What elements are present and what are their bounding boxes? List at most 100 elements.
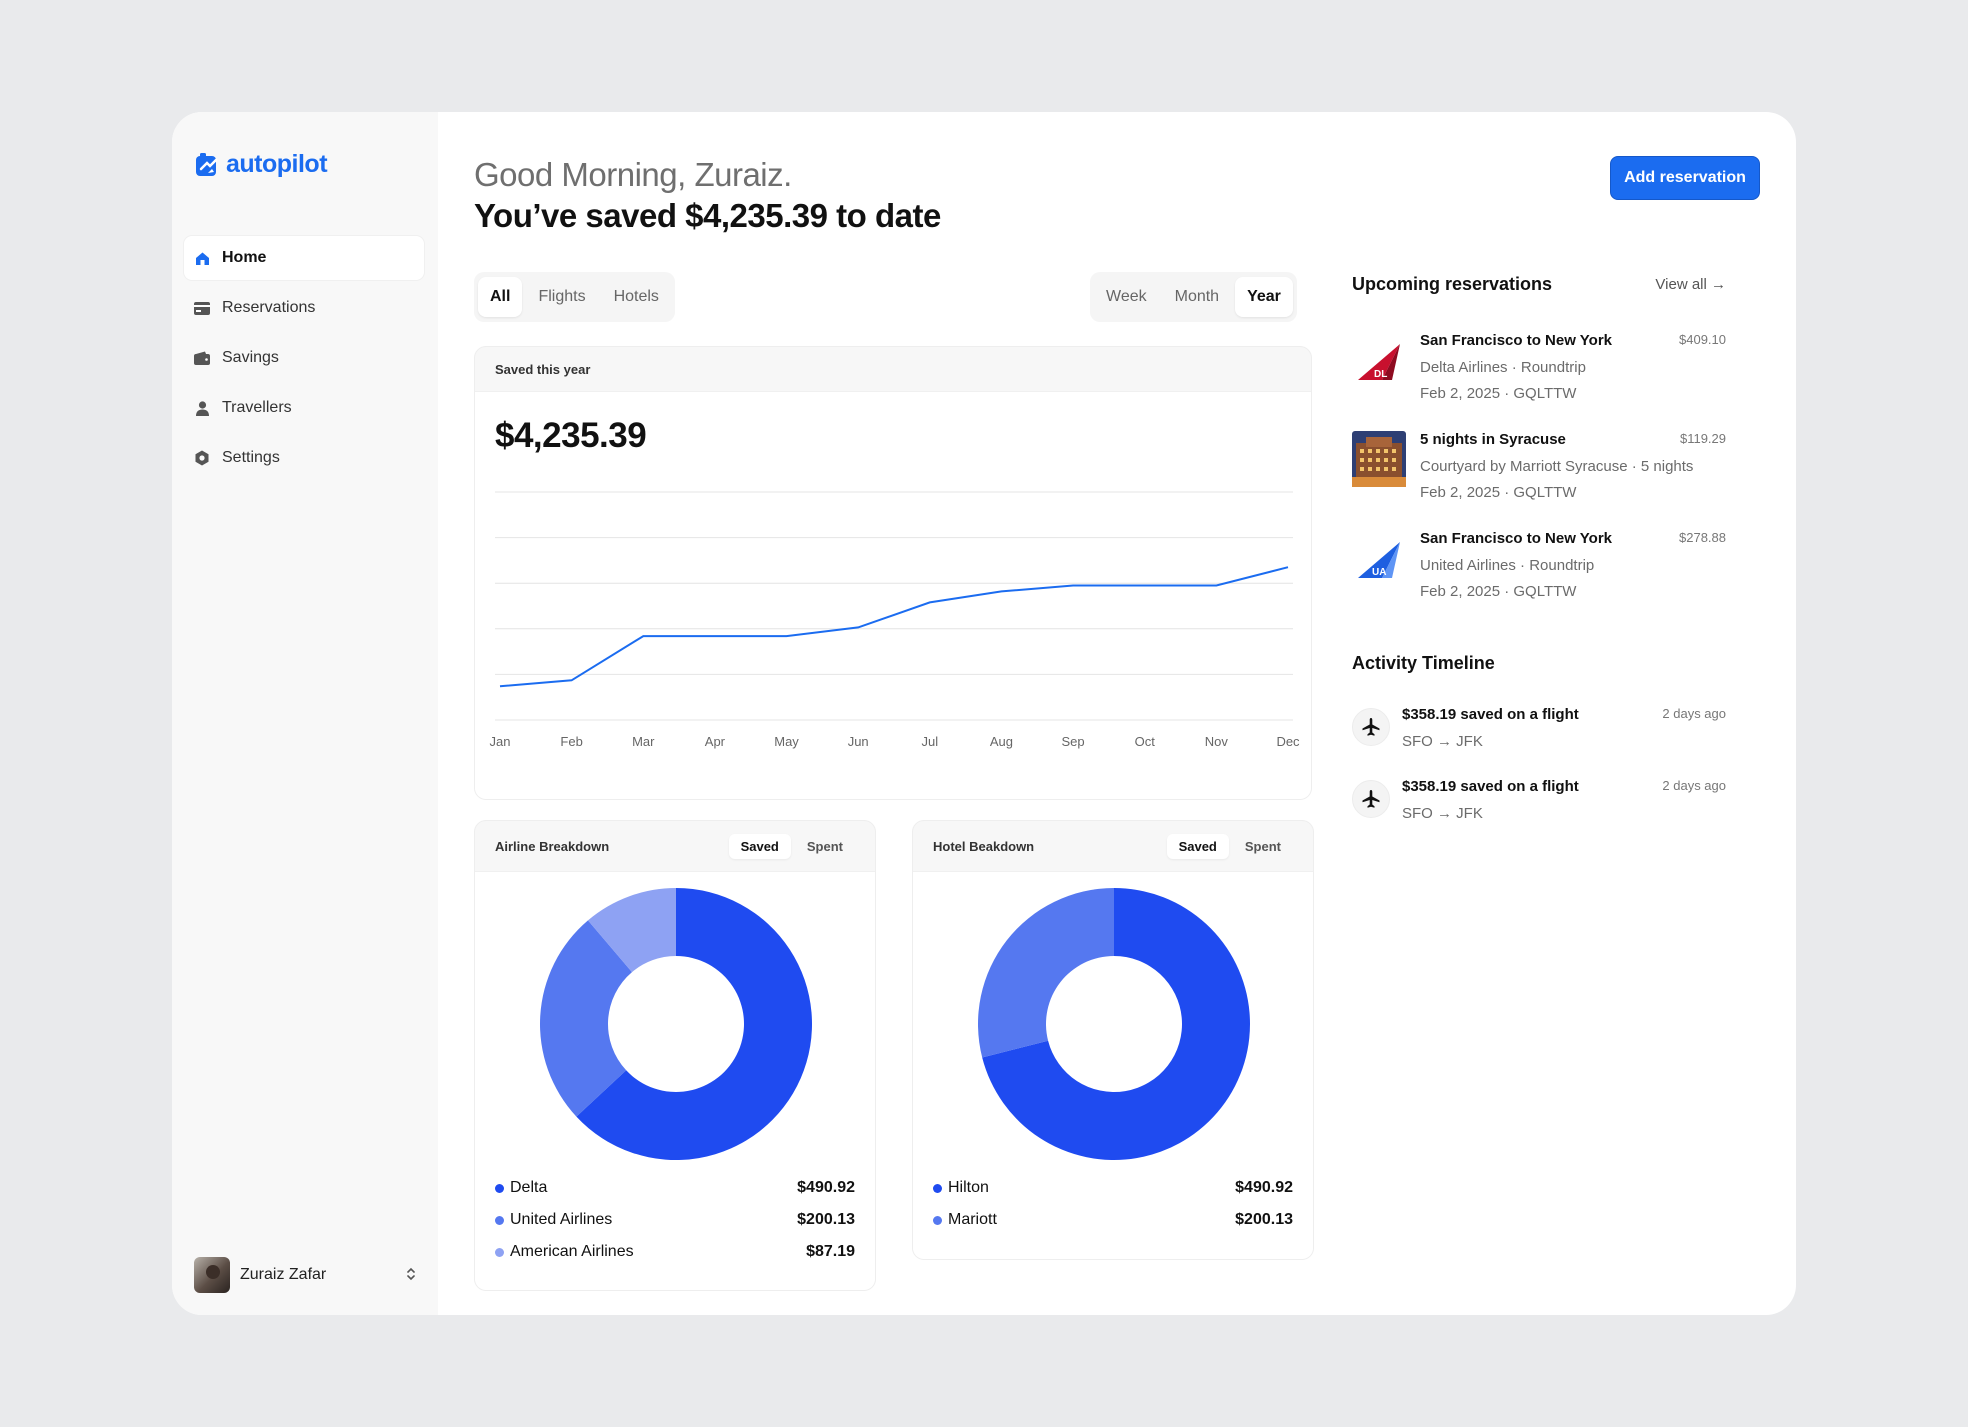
donut-slice-delta[interactable] <box>576 888 812 1160</box>
hotel-legend: Hilton $490.92 Mariott $200.13 <box>933 1172 1293 1236</box>
wallet-icon <box>194 350 210 366</box>
reservation-title: 5 nights in Syracuse <box>1420 431 1566 448</box>
saved-spent-toggle: Saved Spent <box>1166 833 1293 859</box>
reservation-date: Feb 2, 2025 · GQLTTW <box>1420 583 1577 600</box>
add-reservation-button[interactable]: Add reservation <box>1610 156 1760 200</box>
reservation-date: Feb 2, 2025 · GQLTTW <box>1420 385 1577 402</box>
activity-time: 2 days ago <box>1662 778 1726 793</box>
card-body: Delta $490.92 United Airlines $200.13 Am… <box>475 871 875 1290</box>
activity-item[interactable]: $358.19 saved on a flight SFO → JFK 2 da… <box>1352 772 1762 834</box>
tab-all[interactable]: All <box>478 277 523 317</box>
toggle-saved[interactable]: Saved <box>1166 833 1229 859</box>
sidebar-item-label: Savings <box>222 349 279 366</box>
x-tick-label: Dec <box>1276 734 1300 749</box>
type-filter: All Flights Hotels <box>474 272 675 322</box>
legend-value: $200.13 <box>1235 1211 1293 1228</box>
donut-slice-united-airlines[interactable] <box>540 920 632 1117</box>
chevron-updown-icon[interactable] <box>406 1267 416 1284</box>
hotel-donut-chart <box>978 888 1250 1160</box>
tab-year[interactable]: Year <box>1235 277 1293 317</box>
reservation-title: San Francisco to New York <box>1420 530 1613 547</box>
brand-logo[interactable]: autopilot <box>194 150 328 179</box>
legend-dot <box>933 1183 942 1193</box>
sidebar-item-label: Travellers <box>222 399 292 416</box>
donut-slice-hilton[interactable] <box>982 888 1250 1160</box>
x-tick-label: Feb <box>560 734 582 749</box>
person-icon <box>194 400 210 416</box>
sidebar-item-label: Home <box>222 249 267 266</box>
airline-badge: DL <box>1374 369 1387 380</box>
card-icon <box>194 300 210 316</box>
donut-slice-american-airlines[interactable] <box>587 888 676 973</box>
legend-value: $87.19 <box>806 1243 855 1260</box>
sidebar-item-savings[interactable]: Savings <box>184 336 424 380</box>
upcoming-title: Upcoming reservations <box>1352 274 1553 294</box>
autopilot-logo-icon <box>196 152 218 176</box>
card-title: Hotel Beakdown <box>933 838 1035 854</box>
card-header: Hotel Beakdown Saved Spent <box>913 821 1313 871</box>
greeting: Good Morning, Zuraiz. <box>474 156 792 193</box>
activity-route: SFO → JFK <box>1402 805 1483 822</box>
toggle-spent[interactable]: Spent <box>1244 838 1281 854</box>
x-tick-label: Jun <box>848 734 869 749</box>
toggle-saved[interactable]: Saved <box>728 833 791 859</box>
legend-label: Delta <box>510 1179 548 1196</box>
legend-row: Delta $490.92 <box>495 1172 855 1204</box>
united-logo-icon: UA <box>1358 542 1400 578</box>
brand-name: autopilot <box>226 150 328 178</box>
legend-dot <box>933 1215 942 1225</box>
activity-item[interactable]: $358.19 saved on a flight SFO → JFK 2 da… <box>1352 700 1762 762</box>
activity-time: 2 days ago <box>1662 706 1726 721</box>
x-tick-label: Oct <box>1135 734 1156 749</box>
saved-amount: $4,235.39 <box>495 416 647 455</box>
tab-week[interactable]: Week <box>1106 288 1147 305</box>
reservation-item[interactable]: 5 nights in Syracuse Courtyard by Marrio… <box>1352 421 1762 505</box>
x-tick-label: Sep <box>1062 734 1085 749</box>
toggle-spent[interactable]: Spent <box>806 838 843 854</box>
tab-month[interactable]: Month <box>1174 288 1220 305</box>
reservation-price: $119.29 <box>1679 431 1726 446</box>
view-all-link[interactable]: View all → <box>1655 276 1726 293</box>
sidebar-item-label: Settings <box>222 449 280 466</box>
activity-title: Activity Timeline <box>1352 653 1495 673</box>
card-header: Airline Breakdown Saved Spent <box>475 821 875 871</box>
x-tick-label: Jul <box>922 734 939 749</box>
sidebar-item-home[interactable]: Home <box>184 236 424 280</box>
sidebar-nav: Home Reservations Savings Travellers <box>184 236 424 486</box>
tab-flights[interactable]: Flights <box>538 288 586 305</box>
legend-row: United Airlines $200.13 <box>495 1204 855 1236</box>
legend-dot <box>495 1215 504 1225</box>
tab-hotels[interactable]: Hotels <box>613 288 659 305</box>
card-title: Saved this year <box>495 361 591 377</box>
reservation-title: San Francisco to New York <box>1420 332 1613 349</box>
airplane-icon <box>1352 780 1390 818</box>
x-tick-label: Apr <box>705 734 726 749</box>
x-tick-label: Aug <box>990 734 1013 749</box>
legend-dot <box>495 1183 504 1193</box>
card-title: Airline Breakdown <box>495 838 610 854</box>
delta-logo-icon: DL <box>1358 344 1400 380</box>
legend-label: Mariott <box>948 1211 997 1228</box>
saved-this-year-card: Saved this year $4,235.39 Jan Feb Mar Apr Ma… <box>474 346 1312 800</box>
legend-value: $200.13 <box>797 1211 855 1228</box>
reservation-item[interactable]: DL San Francisco to New York Delta Airli… <box>1352 322 1762 406</box>
sidebar-item-travellers[interactable]: Travellers <box>184 386 424 430</box>
period-filter: Week Month Year <box>1090 272 1297 322</box>
sidebar-item-settings[interactable]: Settings <box>184 436 424 480</box>
app-window: autopilot Home Reservations Savings <box>172 112 1796 1315</box>
x-tick-label: Nov <box>1205 734 1229 749</box>
activity-title-text: $358.19 saved on a flight <box>1402 778 1579 795</box>
airline-legend: Delta $490.92 United Airlines $200.13 Am… <box>495 1172 855 1268</box>
home-icon <box>194 250 210 266</box>
donut-slice-mariott[interactable] <box>978 888 1114 1058</box>
legend-dot <box>495 1247 504 1257</box>
legend-label: American Airlines <box>510 1243 634 1260</box>
reservation-subtitle: Delta Airlines · Roundtrip <box>1420 359 1586 376</box>
user-profile[interactable]: Zuraiz Zafar <box>194 1255 416 1295</box>
reservation-item[interactable]: UA San Francisco to New York United Airl… <box>1352 520 1762 604</box>
airline-badge: UA <box>1372 567 1386 578</box>
x-tick-label: Jan <box>490 734 511 749</box>
sidebar-item-reservations[interactable]: Reservations <box>184 286 424 330</box>
legend-label: Hilton <box>948 1179 989 1196</box>
user-name: Zuraiz Zafar <box>240 1266 327 1283</box>
